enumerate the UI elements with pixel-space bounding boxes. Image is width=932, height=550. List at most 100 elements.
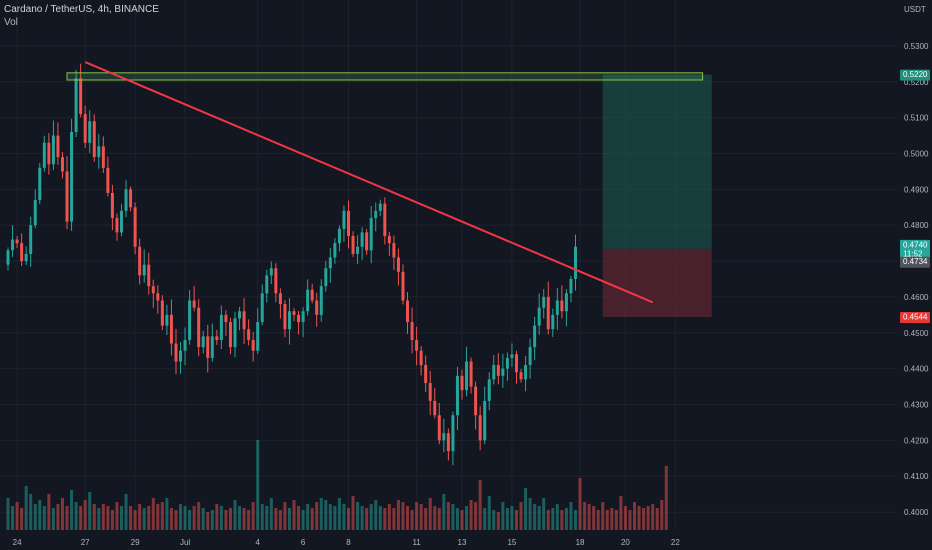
price-tick-label: 0.4900 bbox=[904, 185, 929, 194]
candle-body bbox=[11, 239, 15, 251]
volume-bar bbox=[92, 504, 96, 530]
candle-body bbox=[424, 365, 428, 383]
candle bbox=[351, 231, 355, 258]
candle bbox=[337, 225, 341, 252]
symbol-title[interactable]: Cardano / TetherUS, 4h, BINANCE bbox=[4, 4, 159, 15]
volume-bar bbox=[56, 504, 60, 530]
time-tick-label: 18 bbox=[576, 538, 585, 547]
candle bbox=[324, 260, 328, 292]
candle-body bbox=[142, 264, 146, 276]
candle bbox=[56, 122, 60, 165]
candle bbox=[360, 227, 364, 260]
volume-bar bbox=[551, 508, 555, 530]
candle bbox=[465, 346, 469, 397]
candle-body bbox=[564, 293, 568, 312]
volume-bar bbox=[546, 510, 550, 530]
candle bbox=[319, 279, 323, 322]
volume-bar bbox=[188, 510, 192, 530]
volume-bar bbox=[655, 508, 659, 530]
candle-body bbox=[542, 296, 546, 308]
volume-bar bbox=[419, 504, 423, 530]
candle-body bbox=[401, 271, 405, 301]
candle bbox=[496, 353, 500, 385]
volume-bar bbox=[578, 478, 582, 530]
candle bbox=[287, 298, 291, 345]
volume-bar bbox=[501, 502, 505, 530]
volume-bar bbox=[537, 506, 541, 530]
candle-body bbox=[337, 228, 341, 244]
candle-body bbox=[546, 296, 550, 330]
volume-bar bbox=[24, 486, 28, 530]
volume-bar bbox=[637, 506, 641, 530]
volume-bar bbox=[633, 502, 637, 530]
candle bbox=[251, 332, 255, 362]
candle-body bbox=[269, 268, 273, 276]
volume-bar bbox=[483, 508, 487, 530]
candle-body bbox=[247, 329, 251, 340]
volume-bar bbox=[133, 510, 137, 530]
candle-body bbox=[156, 293, 160, 301]
volume-bar bbox=[129, 506, 133, 530]
candle-body bbox=[197, 307, 201, 348]
volume-bar bbox=[374, 500, 378, 530]
candle-body bbox=[387, 235, 391, 244]
candle-body bbox=[378, 203, 382, 211]
candle-body bbox=[179, 350, 183, 362]
price-tick-label: 0.5000 bbox=[904, 150, 929, 159]
volume-bar bbox=[605, 510, 609, 530]
candle bbox=[6, 247, 10, 271]
volume-bar bbox=[101, 504, 105, 530]
volume-bar bbox=[596, 510, 600, 530]
volume-bar bbox=[583, 502, 587, 530]
volume-bar bbox=[60, 498, 64, 530]
volume-bar bbox=[47, 494, 51, 530]
volume-bar bbox=[147, 506, 151, 530]
candle-body bbox=[219, 314, 223, 340]
candle-body bbox=[347, 210, 350, 236]
volume-bar bbox=[378, 506, 382, 530]
candle-body bbox=[97, 146, 101, 158]
volume-bar bbox=[642, 508, 646, 530]
candle bbox=[333, 238, 337, 264]
candle-body bbox=[20, 243, 24, 262]
candle-body bbox=[478, 415, 482, 441]
volume-bar bbox=[592, 506, 596, 530]
volume-bar bbox=[664, 466, 668, 530]
candle bbox=[446, 428, 450, 461]
candle bbox=[428, 370, 432, 416]
time-tick-label: 4 bbox=[255, 538, 260, 547]
volume-bar bbox=[356, 502, 360, 530]
volume-bar bbox=[469, 500, 473, 530]
candle bbox=[492, 355, 496, 385]
candle bbox=[183, 327, 187, 366]
volume-bar bbox=[197, 502, 201, 530]
candle-body bbox=[551, 314, 555, 330]
volume-bar bbox=[51, 508, 55, 530]
current-price-tag-text: 11:52 bbox=[903, 249, 923, 258]
volume-indicator-label[interactable]: Vol bbox=[4, 17, 18, 28]
candle bbox=[269, 261, 273, 285]
candle-body bbox=[115, 218, 119, 233]
volume-bar bbox=[115, 502, 119, 530]
volume-bar bbox=[15, 502, 19, 530]
candle-body bbox=[301, 311, 305, 323]
candle-body bbox=[469, 361, 473, 387]
candle bbox=[560, 285, 564, 319]
entry-price-tag: 0.4734 bbox=[900, 256, 930, 268]
candle-body bbox=[92, 121, 96, 158]
volume-bar bbox=[251, 502, 255, 530]
candle bbox=[129, 186, 133, 212]
volume-bar bbox=[88, 492, 92, 530]
profit-zone bbox=[602, 74, 712, 249]
volume-bar bbox=[156, 504, 160, 530]
candle bbox=[47, 133, 51, 175]
candle bbox=[410, 307, 414, 354]
target-price-tag-bg bbox=[900, 69, 930, 81]
volume-bar bbox=[396, 500, 400, 530]
volume-bar bbox=[555, 504, 559, 530]
volume-bar bbox=[601, 502, 605, 530]
price-tick-label: 0.4000 bbox=[904, 508, 929, 517]
candle bbox=[224, 310, 228, 337]
candle-body bbox=[120, 210, 123, 233]
